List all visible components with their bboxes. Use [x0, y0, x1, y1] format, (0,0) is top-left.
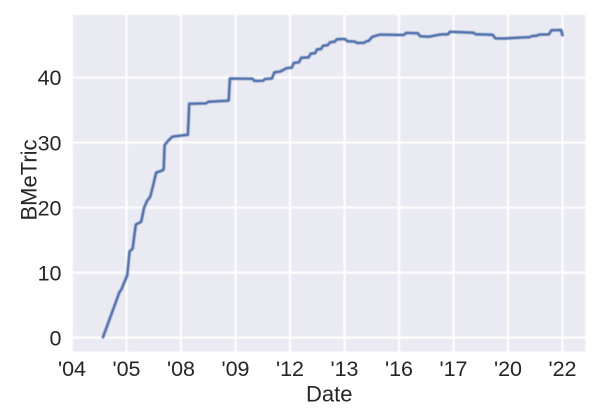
- svg-text:30: 30: [38, 131, 62, 155]
- svg-text:'09: '09: [221, 357, 249, 381]
- svg-text:'05: '05: [112, 357, 140, 381]
- svg-text:'08: '08: [167, 357, 195, 381]
- svg-text:40: 40: [38, 66, 62, 90]
- svg-text:'13: '13: [330, 357, 358, 381]
- svg-text:'04: '04: [58, 357, 86, 381]
- svg-text:'17: '17: [439, 357, 467, 381]
- svg-text:BMeTric: BMeTric: [17, 139, 42, 220]
- svg-text:'12: '12: [276, 357, 304, 381]
- svg-text:'16: '16: [385, 357, 413, 381]
- svg-text:Date: Date: [306, 381, 352, 406]
- svg-text:0: 0: [50, 326, 62, 350]
- svg-text:'22: '22: [548, 357, 576, 381]
- svg-text:20: 20: [38, 196, 62, 220]
- svg-text:'20: '20: [494, 357, 522, 381]
- svg-text:10: 10: [38, 261, 62, 285]
